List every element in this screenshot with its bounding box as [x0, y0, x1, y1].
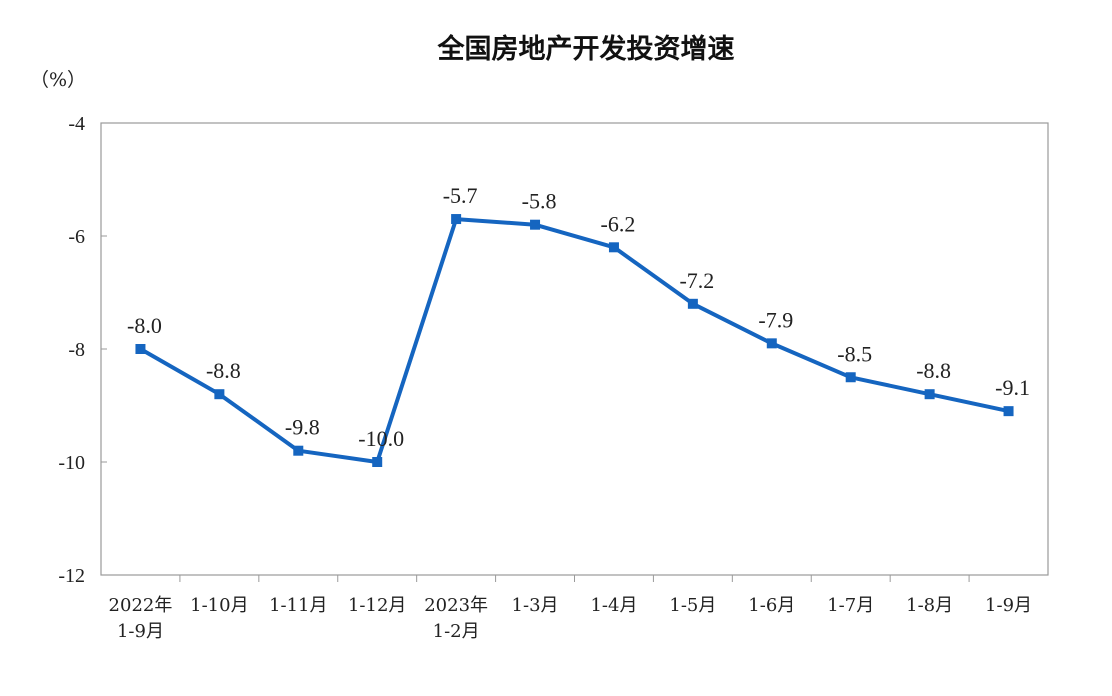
- data-label: -8.8: [206, 358, 241, 383]
- y-tick-label: -12: [58, 565, 85, 587]
- x-tick-label: 1-5月: [669, 595, 716, 616]
- x-tick-label: 1-12月: [348, 595, 406, 616]
- x-tick-label: 1-8月: [906, 595, 953, 616]
- x-tick-label: 2022年 1-9月: [109, 595, 173, 642]
- data-point-marker: [372, 457, 383, 467]
- data-label: -10.0: [358, 426, 404, 451]
- y-tick-label: -8: [68, 339, 85, 361]
- y-tick-label: -6: [68, 226, 85, 248]
- x-tick-label: 1-11月: [269, 595, 327, 616]
- data-label: -5.7: [443, 183, 478, 208]
- data-label: -9.1: [995, 375, 1030, 400]
- data-label: -5.8: [522, 189, 557, 214]
- y-axis-unit-label: （%）: [30, 69, 86, 91]
- y-axis-ticks: -4 -6 -8 -10 -12: [58, 113, 107, 587]
- y-tick-label: -4: [68, 113, 85, 135]
- data-label: -8.5: [837, 341, 872, 366]
- data-label: -7.2: [679, 268, 714, 293]
- chart-title: 全国房地产开发投资增速: [437, 33, 735, 65]
- x-tick-label: 2023年 1-2月: [424, 595, 488, 642]
- data-point-marker: [530, 219, 541, 230]
- x-tick-label: 1-4月: [590, 595, 637, 616]
- data-point-marker: [687, 298, 698, 309]
- data-point-marker: [214, 389, 225, 400]
- data-labels: -8.0 -8.8 -9.8 -10.0 -5.7 -5.8 -6.2 -7.2 -7.9 -8.…: [127, 183, 1030, 451]
- data-point-marker: [135, 344, 146, 354]
- data-label: -8.8: [916, 358, 951, 383]
- x-tick-label: 1-10月: [190, 595, 248, 616]
- data-label: -6.2: [601, 211, 636, 236]
- x-axis-ticks: 2022年 1-9月 1-10月 1-11月 1-12月 2023年 1-2月 1-3月 1-4…: [109, 575, 1032, 642]
- series-line: [138, 217, 1011, 464]
- data-point-marker: [845, 372, 856, 383]
- data-point-marker: [924, 389, 935, 400]
- data-label: -9.8: [285, 415, 320, 440]
- series-markers: [135, 214, 1014, 467]
- data-point-marker: [608, 242, 619, 253]
- x-tick-label: 1-9月: [985, 595, 1032, 616]
- data-point-marker: [766, 338, 777, 349]
- data-label: -7.9: [758, 307, 793, 332]
- x-tick-label: 1-3月: [512, 595, 559, 616]
- data-label: -8.0: [127, 313, 162, 338]
- x-tick-label: 1-6月: [748, 595, 795, 616]
- data-point-marker: [451, 214, 462, 225]
- data-point-marker: [1003, 406, 1014, 417]
- data-point-marker: [293, 445, 304, 456]
- plot-frame: [100, 122, 1049, 576]
- y-tick-label: -10: [58, 452, 85, 474]
- x-tick-label: 1-7月: [827, 595, 874, 616]
